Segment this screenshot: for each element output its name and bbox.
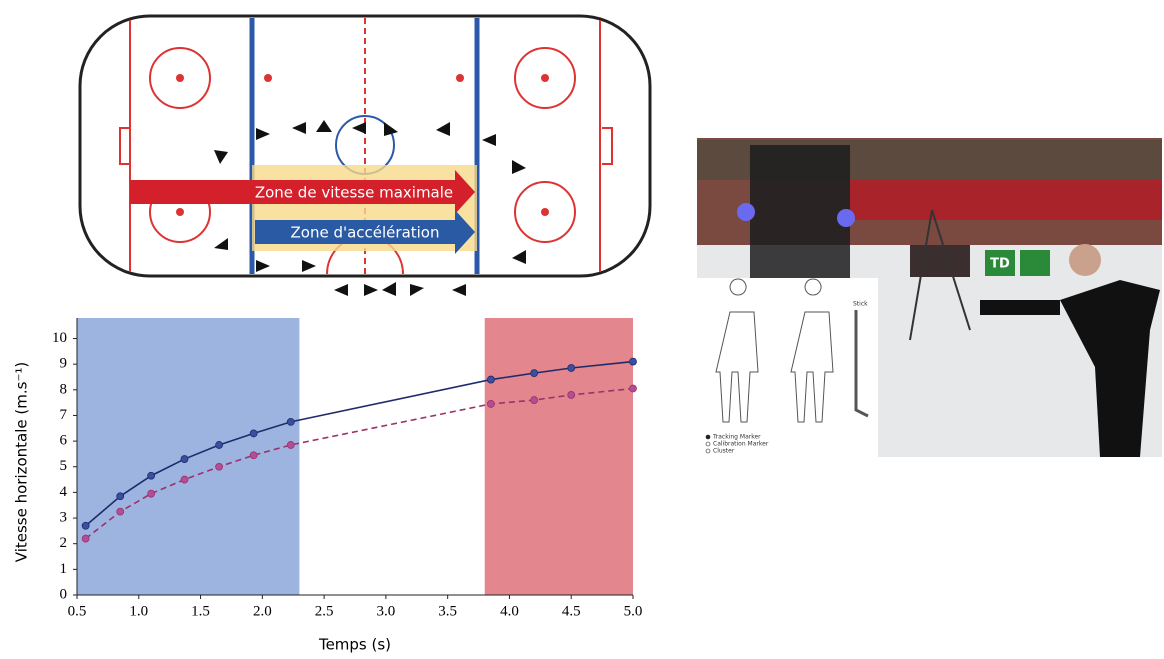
highlight-span <box>484 318 633 595</box>
x-axis-title: Temps (s) <box>318 636 391 654</box>
data-point <box>116 492 125 501</box>
x-tick-label: 0.5 <box>68 603 87 619</box>
zone-label: Zone de vitesse maximale <box>255 184 453 202</box>
data-point <box>249 451 258 460</box>
x-tick-label: 2.5 <box>315 603 334 619</box>
x-tick-label: 1.5 <box>191 603 210 619</box>
x-tick-label: 3.5 <box>438 603 457 619</box>
data-point <box>81 534 90 543</box>
y-tick-label: 5 <box>60 458 68 474</box>
data-point <box>147 489 156 498</box>
data-point <box>487 400 495 408</box>
y-tick-label: 9 <box>60 356 68 372</box>
legend-marker <box>705 448 711 454</box>
data-point <box>249 429 258 438</box>
data-point <box>147 471 156 480</box>
data-point <box>286 417 295 426</box>
data-point <box>530 369 539 378</box>
data-point <box>215 462 223 471</box>
data-point <box>116 507 125 516</box>
y-tick-label: 2 <box>60 535 68 551</box>
zone-label: Zone d'accélération <box>290 224 439 242</box>
legend-marker <box>705 441 711 447</box>
rink: Zone de vitesse maximale Zone d'accéléra… <box>78 14 652 296</box>
y-axis-title: Vitesse horizontale (m.s⁻¹) <box>13 362 31 562</box>
y-tick-label: 10 <box>52 330 67 346</box>
data-point <box>629 357 637 366</box>
x-tick-label: 1.0 <box>129 603 148 619</box>
y-tick-label: 8 <box>60 381 68 397</box>
legend-marker <box>705 434 711 440</box>
y-tick-label: 0 <box>60 586 68 602</box>
stick-label: Stick <box>853 301 868 308</box>
data-point <box>180 475 189 484</box>
y-tick-label: 4 <box>60 484 68 500</box>
y-tick-label: 6 <box>60 433 68 449</box>
x-tick-label: 4.5 <box>562 603 581 619</box>
data-point <box>567 364 576 372</box>
y-tick-label: 3 <box>60 509 68 525</box>
data-point <box>286 441 295 449</box>
y-tick-label: 1 <box>60 561 68 577</box>
data-point <box>215 441 223 449</box>
data-point <box>81 521 90 530</box>
legend-label: Calibration Marker <box>713 441 769 448</box>
x-tick-label: 5.0 <box>624 603 643 619</box>
data-point <box>180 455 189 463</box>
legend-label: Cluster <box>713 448 735 455</box>
y-tick-label: 7 <box>60 407 68 423</box>
highlight-span <box>77 318 300 595</box>
data-point <box>567 391 576 399</box>
banner: TD <box>990 257 1010 272</box>
legend-label: Tracking Marker <box>712 434 761 441</box>
x-tick-label: 4.0 <box>500 603 519 619</box>
data-point <box>530 396 539 404</box>
chart: Vitesse horizontale (m.s⁻¹) Temps (s) 0 1… <box>13 318 643 654</box>
data-point <box>487 375 495 384</box>
x-tick-label: 2.0 <box>253 603 272 619</box>
data-point <box>629 384 637 393</box>
x-tick-label: 3.0 <box>377 603 396 619</box>
